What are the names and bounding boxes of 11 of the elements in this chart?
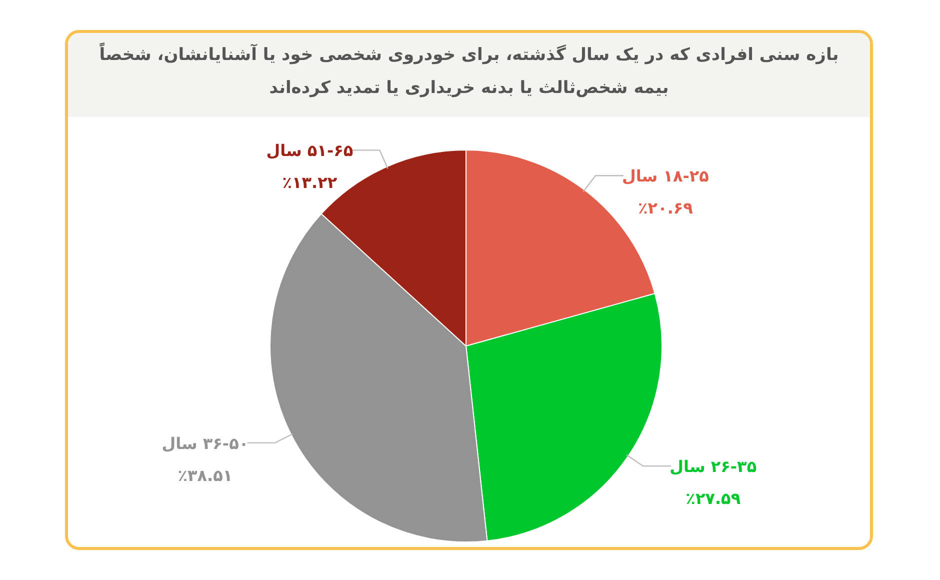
chart-title: بازه سنی افرادی که در یک سال گذشته، برای خودروی شخصی خود یا آشنایانشان، شخصاً بیمه شخص‌ثالث یا بدنه خریداری یا تمدید کرده‌اند [98, 42, 840, 100]
data-label: ٪۳۸.۵۱ [178, 466, 233, 485]
data-label: ٪۲۰.۶۹ [638, 198, 694, 218]
data-label: ٪۱۳.۲۲ [282, 173, 338, 192]
slice-label: ۵۱-۶۵ سال [266, 141, 354, 160]
slice-label: ۳۶-۵۰ سال [162, 434, 249, 453]
pie-slice [270, 213, 488, 542]
data-label: ٪۲۷.۵۹ [686, 489, 741, 508]
slice-label: ۲۶-۳۵ سال [670, 457, 757, 476]
slice-label: ۱۸-۲۵ سال [622, 166, 710, 186]
pie-slice [466, 293, 662, 542]
